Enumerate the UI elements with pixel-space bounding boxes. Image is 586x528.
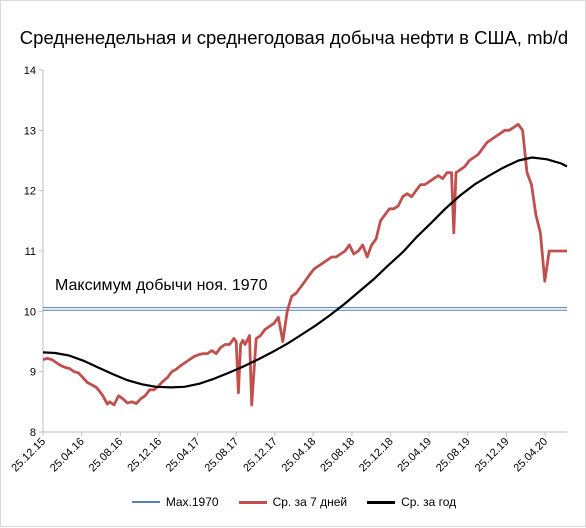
series-line-annual-avg [42,156,568,389]
legend: Max.1970 Ср. за 7 дней Ср. за год [1,492,586,512]
series-lines [42,122,568,407]
x-tick-label: 25.08.17 [203,436,242,475]
chart-title: Средненедельная и среднегодовая добыча н… [19,27,569,48]
y-tick-label: 13 [24,125,36,137]
legend-label: Ср. за 7 дней [272,495,348,509]
annotations: Максимум добычи ноя. 1970 [55,277,268,294]
x-tick-label: 25.04.17 [164,436,203,475]
y-tick-label: 12 [24,186,36,198]
legend-swatch [367,500,396,504]
x-tick-label: 25.08.19 [434,436,473,475]
legend-swatch [131,501,160,503]
x-tick-label: 25.08.18 [318,436,357,475]
x-tick-label: 25.12.19 [473,436,512,475]
legend-label: Max.1970 [165,495,219,509]
x-tick-label: 25.12.16 [125,436,164,475]
x-tick-label: 25.04.20 [511,436,550,475]
x-tick-label: 25.08.16 [87,436,126,475]
legend-swatch [238,500,267,504]
series-line-weekly-avg [42,122,567,407]
x-tick-label: 25.04.19 [395,436,434,475]
y-tick-label: 14 [24,65,36,77]
y-tick-label: 10 [24,306,36,318]
y-tick-label: 9 [30,367,36,379]
legend-item: Max.1970 [131,495,219,509]
y-tick-label: 8 [30,427,36,439]
x-tick-label: 25.12.17 [241,436,280,475]
y-tick-label: 11 [25,246,36,258]
annotation-max-1970: Максимум добычи ноя. 1970 [55,277,268,294]
legend-item: Ср. за год [367,495,456,509]
x-tick-label: 25.12.15 [9,436,48,475]
x-tick-label: 25.04.16 [48,436,87,475]
x-tick-label: 25.04.18 [280,436,319,475]
legend-item: Ср. за 7 дней [238,495,348,509]
legend-label: Ср. за год [401,495,457,509]
x-tick-label: 25.12.18 [357,436,396,475]
